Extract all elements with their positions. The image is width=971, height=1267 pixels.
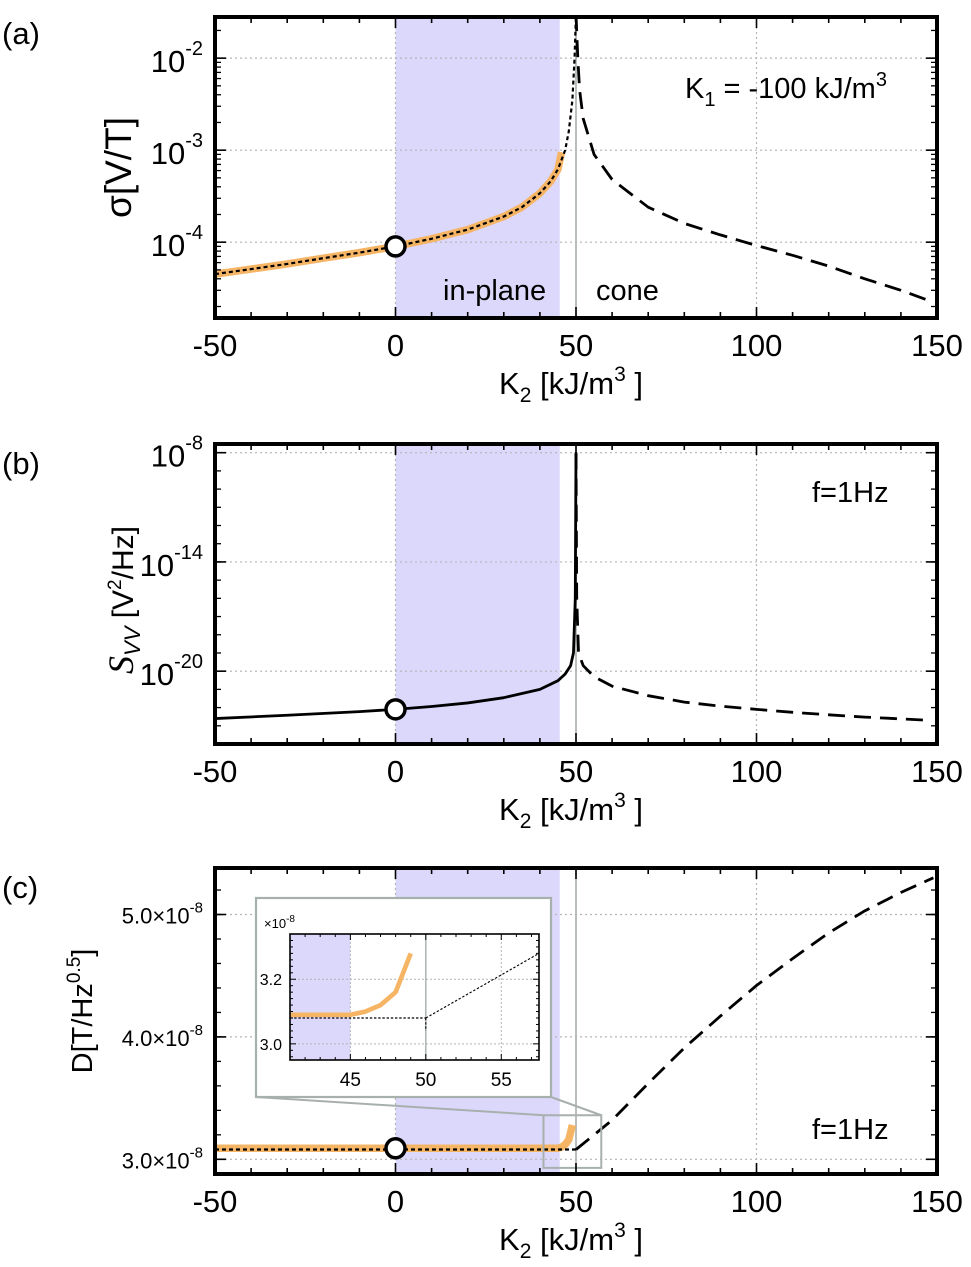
panel-c-xtick-label-2: 50 bbox=[559, 1184, 593, 1219]
panel-c-xlabel: K2 [kJ/m3 ] bbox=[499, 1219, 643, 1263]
panel-c-series-orange-thick-0 bbox=[215, 1124, 577, 1153]
panel-b-annotation: f=1Hz bbox=[812, 477, 889, 509]
panel-b: (b) -50 0 50 100 150 10-8 10-14 10-20 K2 [kJ/m3 ]… bbox=[2, 433, 963, 833]
panel-c-xtick-label-1: 0 bbox=[387, 1184, 404, 1219]
inset-series-black-dashed-thin-3 bbox=[425, 952, 539, 1019]
panel-b-xtick-label-1: 0 bbox=[387, 754, 404, 789]
inset-ytick-label-1: 3.2 bbox=[260, 972, 282, 989]
inset-xtick-label-1: 50 bbox=[415, 1070, 436, 1091]
panel-a-inplane-region bbox=[395, 17, 560, 318]
panel-a-series-black-dotted-1 bbox=[215, 17, 578, 276]
inset-multiplier: ×10-8 bbox=[264, 914, 295, 931]
panel-a-label: (a) bbox=[2, 16, 40, 51]
panel-a-ytick-label-2: 10-4 bbox=[151, 222, 203, 263]
panel-a-xtick-label-2: 50 bbox=[559, 328, 593, 363]
panel-c-frame bbox=[213, 866, 939, 1176]
panel-b-xtick-label-2: 50 bbox=[559, 754, 593, 789]
panel-b-xtick-label-4: 150 bbox=[911, 754, 963, 789]
panel-a-region-label-inplane: in-plane bbox=[443, 275, 546, 307]
panel-a-xlabel: K2 [kJ/m3 ] bbox=[499, 363, 643, 407]
panel-b-frame bbox=[213, 442, 939, 746]
inset-frame bbox=[289, 933, 540, 1061]
panel-a-region-label-cone: cone bbox=[596, 275, 659, 307]
panel-a-ylabel: σ[V/T] bbox=[98, 117, 139, 218]
panel-c-ytick-label-0: 3.0×10-8 bbox=[122, 1144, 203, 1173]
panel-c-xtick-label-3: 100 bbox=[731, 1184, 783, 1219]
panel-b-label: (b) bbox=[2, 446, 40, 481]
panel-b-series-black-dashed-1 bbox=[574, 452, 930, 722]
panel-c-annotation: f=1Hz bbox=[812, 1114, 889, 1146]
inset-series bbox=[290, 952, 539, 1031]
panel-c-ytick-label-2: 5.0×10-8 bbox=[122, 900, 203, 929]
inset-xtick-label-0: 45 bbox=[340, 1070, 361, 1091]
panel-a-xtick-label-1: 0 bbox=[387, 328, 404, 363]
inset-connector-left bbox=[255, 1096, 544, 1117]
inset-inplane-region bbox=[290, 934, 351, 1060]
inset: 45 50 55 3.0 3.2 ×10-8 bbox=[254, 896, 602, 1117]
inset-xtick-label-2: 55 bbox=[491, 1070, 512, 1091]
panel-b-xtick-label-0: -50 bbox=[193, 754, 238, 789]
panel-c-series-black-dashed-2 bbox=[575, 876, 934, 1151]
panel-a-ytick-label-0: 10-2 bbox=[151, 38, 203, 79]
panel-b-series bbox=[215, 452, 930, 722]
panel-a: (a) -50 0 50 100 150 10-2 10-3 10-4 K2 [kJ/m3 ] σ[… bbox=[2, 15, 963, 407]
inset-connector-right bbox=[550, 1096, 602, 1117]
panel-a-frame bbox=[213, 15, 939, 320]
panel-c: (c)-50 0 50 100 1503.0×10-84.0×10-85.0×10-8K… bbox=[2, 866, 963, 1263]
panel-b-xtick-label-3: 100 bbox=[731, 754, 783, 789]
panel-b-ytick-label-0: 10-8 bbox=[151, 433, 203, 474]
panel-a-ytick-label-1: 10-3 bbox=[151, 130, 203, 171]
panel-c-ylabel: D[T/Hz0.5] bbox=[64, 949, 99, 1074]
panel-c-label: (c) bbox=[2, 870, 38, 905]
panel-a-series-black-dashed-2 bbox=[574, 17, 931, 303]
panel-b-origin-marker bbox=[384, 698, 407, 721]
inset-ytick-label-0: 3.0 bbox=[260, 1037, 282, 1054]
panel-c-series bbox=[215, 876, 934, 1153]
inset-series-orange-thick-0 bbox=[290, 952, 413, 1018]
panel-a-xtick-label-3: 100 bbox=[731, 328, 783, 363]
panel-a-annotation: K1 = -100 kJ/m3 bbox=[685, 69, 887, 111]
panel-a-xtick-label-0: -50 bbox=[193, 328, 238, 363]
panel-b-ytick-label-1: 10-14 bbox=[140, 542, 203, 583]
panel-b-xlabel: K2 [kJ/m3 ] bbox=[499, 789, 643, 833]
panel-c-origin-marker bbox=[384, 1137, 407, 1160]
panel-b-inplane-region bbox=[395, 444, 560, 744]
panel-c-xtick-label-4: 150 bbox=[911, 1184, 963, 1219]
panel-b-series-black-solid-0 bbox=[215, 452, 578, 720]
panel-a-series bbox=[215, 17, 931, 303]
panel-c-ytick-label-1: 4.0×10-8 bbox=[122, 1022, 203, 1051]
panel-c-xtick-label-0: -50 bbox=[193, 1184, 238, 1219]
panel-b-ytick-label-2: 10-20 bbox=[140, 651, 203, 692]
panel-a-xtick-label-4: 150 bbox=[911, 328, 963, 363]
panel-c-zoom-box bbox=[542, 1114, 603, 1169]
panel-a-origin-marker bbox=[384, 235, 407, 258]
panel-b-ylabel: SVV [V2/Hz] bbox=[101, 526, 145, 674]
